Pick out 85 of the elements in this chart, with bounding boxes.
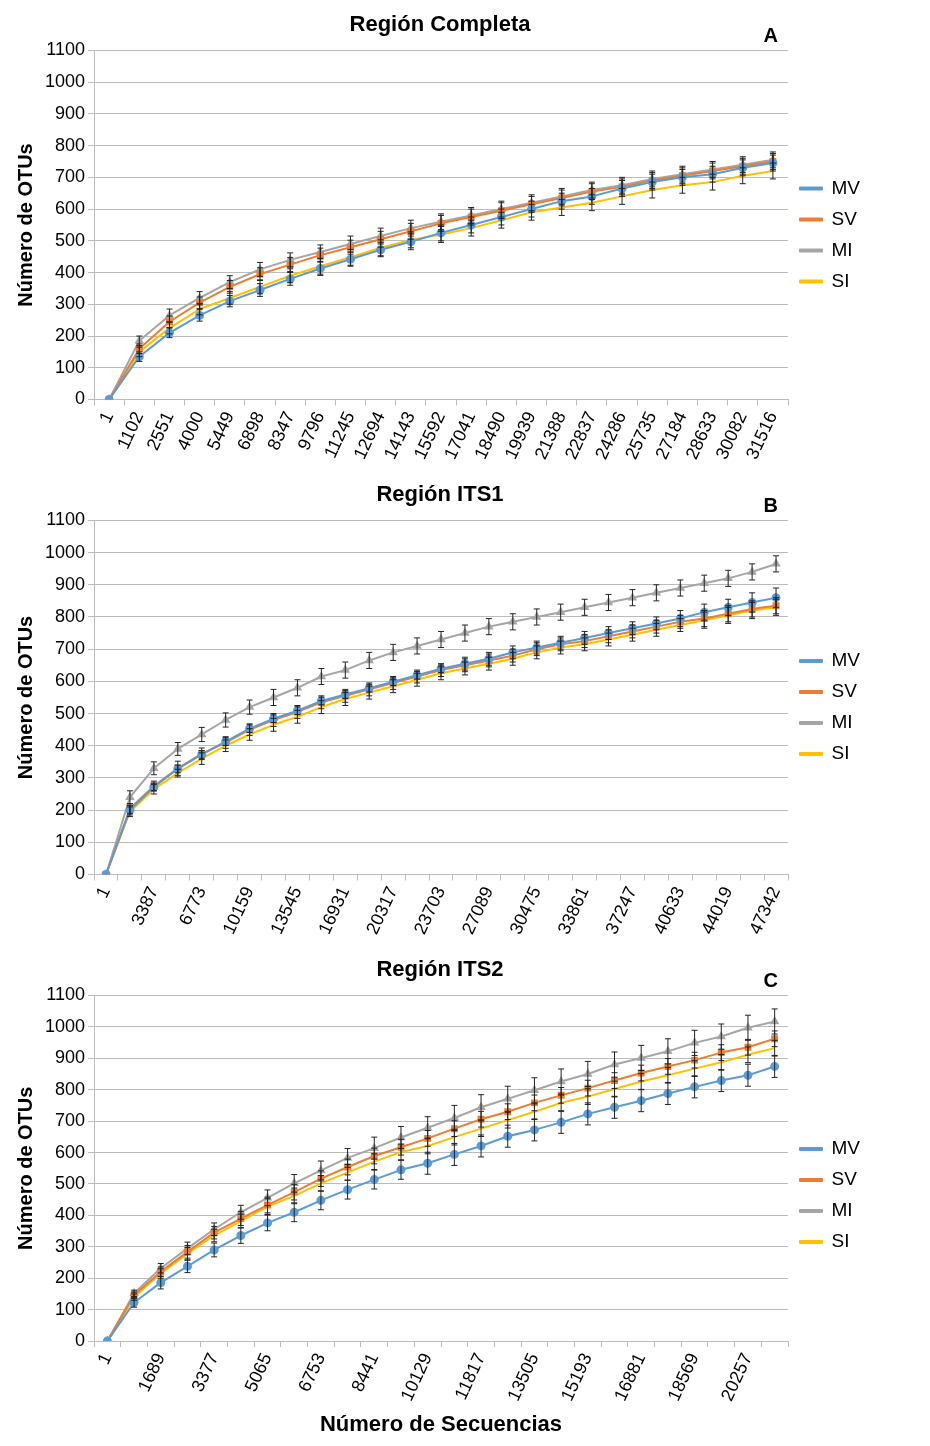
y-tick-label: 1100 bbox=[46, 39, 86, 60]
y-axis-title: Número de OTUs bbox=[13, 1086, 36, 1250]
x-tick-label: 40633 bbox=[649, 883, 689, 938]
y-tick-label: 800 bbox=[55, 605, 86, 626]
legend-label: SV bbox=[831, 680, 858, 702]
legend-label: MI bbox=[831, 238, 853, 260]
y-tick-label: 200 bbox=[55, 1267, 86, 1288]
chart-title: Región Completa bbox=[349, 11, 532, 37]
y-tick-label: 300 bbox=[55, 293, 86, 314]
y-tick-label: 400 bbox=[55, 1204, 86, 1225]
x-tick-label: 18569 bbox=[663, 1350, 703, 1404]
x-tick-label: 20317 bbox=[362, 883, 402, 938]
text: A bbox=[763, 23, 778, 46]
y-tick-label: 0 bbox=[75, 863, 86, 884]
y-tick-label: 0 bbox=[75, 1330, 86, 1351]
x-tick-label: 44019 bbox=[697, 883, 737, 938]
y-tick-label: 800 bbox=[55, 1078, 86, 1099]
y-tick-label: 900 bbox=[55, 1047, 86, 1068]
y-tick-label: 1000 bbox=[45, 71, 86, 92]
y-tick-label: 600 bbox=[55, 198, 86, 219]
legend-label: MV bbox=[831, 1137, 861, 1159]
y-tick-label: 200 bbox=[55, 325, 86, 345]
y-tick-label: 100 bbox=[55, 356, 86, 377]
text: C bbox=[763, 968, 778, 991]
x-tick-label: 16931 bbox=[314, 883, 354, 938]
y-tick-label: 1100 bbox=[46, 984, 86, 1005]
chart-title: Región ITS2 bbox=[376, 956, 504, 982]
legend-label: SV bbox=[831, 207, 858, 229]
x-tick-label: 11817 bbox=[450, 1350, 490, 1403]
y-tick-label: 300 bbox=[55, 1235, 86, 1256]
x-tick-label: 23703 bbox=[409, 883, 450, 938]
legend-label: SI bbox=[831, 269, 850, 291]
y-tick-label: 900 bbox=[55, 102, 86, 123]
x-tick-label: 3377 bbox=[187, 1350, 223, 1395]
x-tick-label: 1 bbox=[93, 1350, 116, 1368]
y-tick-label: 500 bbox=[55, 1172, 86, 1193]
x-tick-label: 20257 bbox=[716, 1350, 757, 1404]
x-tick-label: 6753 bbox=[293, 1350, 330, 1395]
y-tick-label: 800 bbox=[55, 134, 86, 155]
legend-label: SI bbox=[831, 1230, 850, 1252]
y-tick-label: 700 bbox=[55, 638, 86, 659]
y-tick-label: 100 bbox=[55, 1298, 86, 1319]
y-tick-label: 300 bbox=[55, 766, 86, 787]
x-tick-label: 13545 bbox=[266, 883, 306, 938]
x-tick-label: 1 bbox=[91, 883, 115, 901]
y-axis-title: Número de OTUs bbox=[13, 143, 36, 307]
x-tick-label: 27089 bbox=[457, 883, 498, 938]
y-tick-label: 0 bbox=[75, 388, 86, 409]
x-tick-label: 13505 bbox=[503, 1350, 543, 1404]
x-tick-label: 5065 bbox=[240, 1350, 276, 1395]
y-tick-label: 100 bbox=[55, 831, 86, 852]
chart-title: Región ITS1 bbox=[376, 481, 504, 507]
text: B bbox=[763, 493, 778, 516]
x-tick-label: 16881 bbox=[610, 1350, 650, 1404]
legend-label: MV bbox=[831, 176, 861, 198]
x-tick-label: 8441 bbox=[347, 1350, 383, 1395]
y-tick-label: 400 bbox=[55, 261, 86, 282]
y-tick-label: 700 bbox=[55, 1110, 86, 1131]
y-tick-label: 1000 bbox=[45, 1015, 86, 1036]
x-tick-label: 6773 bbox=[174, 883, 210, 929]
x-axis-title: Número de Secuencias bbox=[319, 1410, 563, 1436]
y-tick-label: 900 bbox=[55, 573, 86, 594]
legend-label: MV bbox=[831, 649, 861, 671]
y-tick-label: 600 bbox=[55, 670, 86, 691]
legend-label: SV bbox=[831, 1168, 858, 1190]
x-tick-label: 10129 bbox=[396, 1350, 436, 1404]
x-tick-label: 47342 bbox=[744, 883, 785, 938]
x-tick-label: 3387 bbox=[126, 883, 162, 929]
y-tick-label: 500 bbox=[55, 229, 86, 250]
legend-label: MI bbox=[831, 1199, 853, 1221]
y-tick-label: 200 bbox=[55, 799, 86, 820]
y-tick-label: 1000 bbox=[45, 541, 86, 562]
y-tick-label: 700 bbox=[55, 166, 86, 187]
x-tick-label: 37247 bbox=[601, 883, 641, 938]
x-tick-label: 10159 bbox=[218, 883, 258, 938]
x-tick-label: 15193 bbox=[556, 1350, 596, 1404]
y-tick-label: 1100 bbox=[46, 509, 86, 530]
y-tick-label: 600 bbox=[55, 1141, 86, 1162]
y-tick-label: 400 bbox=[55, 734, 86, 755]
y-axis-title: Número de OTUs bbox=[13, 615, 36, 780]
x-tick-label: 30475 bbox=[505, 883, 545, 938]
legend-label: SI bbox=[831, 742, 850, 764]
x-tick-label: 1689 bbox=[133, 1350, 169, 1395]
y-tick-label: 500 bbox=[55, 702, 86, 723]
legend-label: MI bbox=[831, 711, 853, 733]
